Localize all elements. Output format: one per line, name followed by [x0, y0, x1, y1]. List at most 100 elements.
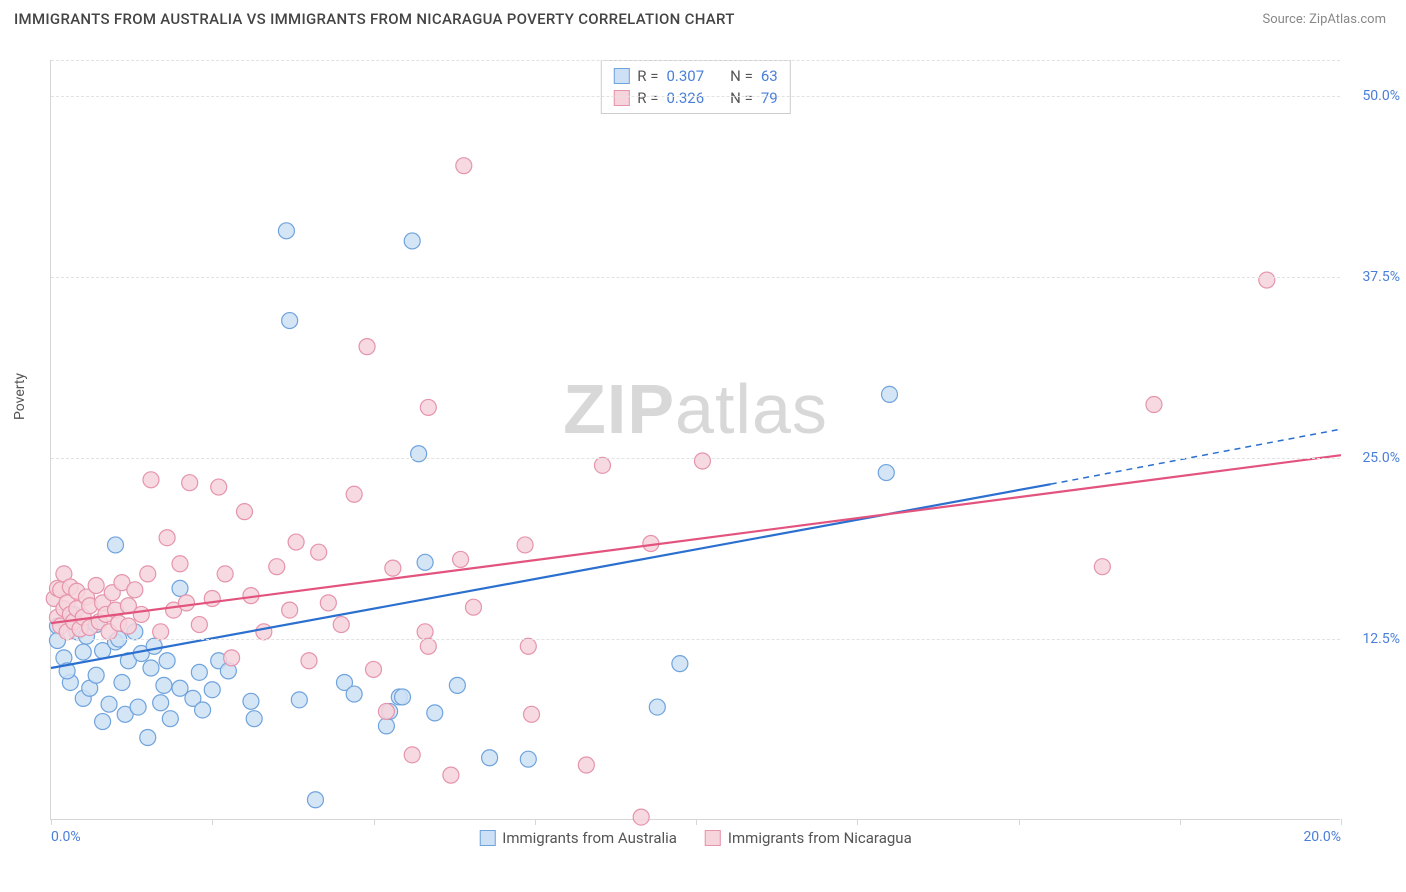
scatter-point: [359, 339, 375, 355]
scatter-point: [346, 686, 362, 702]
scatter-point: [156, 677, 172, 693]
bottom-legend: Immigrants from Australia Immigrants from…: [479, 829, 911, 847]
chart-title: IMMIGRANTS FROM AUSTRALIA VS IMMIGRANTS …: [14, 10, 735, 28]
scatter-point: [420, 399, 436, 415]
y-tick-label: 37.5%: [1362, 269, 1400, 285]
n-label: N =: [730, 67, 753, 85]
scatter-point: [482, 750, 498, 766]
scatter-point: [378, 703, 394, 719]
scatter-point: [453, 551, 469, 567]
scatter-point: [517, 537, 533, 553]
scatter-point: [204, 591, 220, 607]
scatter-point: [224, 650, 240, 666]
x-tick: [1341, 819, 1342, 825]
r-value: 0.307: [666, 67, 704, 85]
scatter-point: [153, 695, 169, 711]
scatter-point: [143, 660, 159, 676]
legend-swatch: [613, 90, 629, 106]
legend-swatch: [479, 830, 495, 846]
scatter-point: [88, 577, 104, 593]
gridline: [51, 96, 1340, 97]
scatter-point: [191, 617, 207, 633]
x-tick: [51, 819, 52, 825]
scatter-point: [172, 556, 188, 572]
scatter-point: [524, 706, 540, 722]
scatter-point: [140, 566, 156, 582]
scatter-point: [417, 624, 433, 640]
source-label: Source: ZipAtlas.com: [1262, 12, 1386, 27]
scatter-point: [420, 638, 436, 654]
scatter-point: [153, 624, 169, 640]
scatter-point: [878, 465, 894, 481]
scatter-point: [291, 692, 307, 708]
legend-item: Immigrants from Australia: [479, 829, 677, 847]
scatter-point: [178, 595, 194, 611]
trend-line-extension: [1051, 429, 1341, 484]
gridline: [51, 277, 1340, 278]
scatter-point: [114, 674, 130, 690]
scatter-point: [278, 223, 294, 239]
scatter-point: [146, 638, 162, 654]
n-value: 79: [761, 89, 778, 107]
scatter-point: [75, 644, 91, 660]
stats-legend-box: R = 0.307 N = 63 R = 0.326 N = 79: [600, 60, 790, 114]
r-label: R =: [637, 89, 658, 107]
x-tick: [857, 819, 858, 825]
scatter-point: [672, 656, 688, 672]
scatter-point: [649, 699, 665, 715]
legend-label: Immigrants from Australia: [502, 829, 677, 847]
scatter-point: [101, 696, 117, 712]
scatter-point: [404, 747, 420, 763]
x-tick: [1019, 819, 1020, 825]
scatter-point: [578, 757, 594, 773]
scatter-point: [366, 661, 382, 677]
n-label: N =: [730, 89, 753, 107]
x-tick: [1180, 819, 1181, 825]
legend-swatch: [705, 830, 721, 846]
n-value: 63: [761, 67, 778, 85]
scatter-point: [95, 714, 111, 730]
x-tick-label: 20.0%: [1303, 829, 1341, 845]
scatter-point: [1146, 397, 1162, 413]
scatter-point: [204, 682, 220, 698]
scatter-point: [694, 453, 710, 469]
scatter-point: [427, 705, 443, 721]
scatter-point: [143, 472, 159, 488]
scatter-point: [88, 667, 104, 683]
y-tick-label: 12.5%: [1362, 631, 1400, 647]
scatter-point: [162, 711, 178, 727]
scatter-point: [217, 566, 233, 582]
scatter-point: [307, 792, 323, 808]
scatter-point: [140, 729, 156, 745]
scatter-point: [465, 599, 481, 615]
scatter-point: [395, 689, 411, 705]
r-label: R =: [637, 67, 658, 85]
scatter-point: [882, 386, 898, 402]
scatter-point: [301, 653, 317, 669]
gridline: [51, 639, 1340, 640]
scatter-point: [120, 618, 136, 634]
trend-line: [51, 455, 1341, 623]
scatter-plot: [51, 60, 1340, 819]
r-value: 0.326: [666, 89, 704, 107]
x-tick: [535, 819, 536, 825]
scatter-point: [256, 624, 272, 640]
legend-label: Immigrants from Nicaragua: [728, 829, 912, 847]
scatter-point: [211, 479, 227, 495]
scatter-point: [1259, 272, 1275, 288]
scatter-point: [1094, 559, 1110, 575]
y-tick-label: 25.0%: [1362, 450, 1400, 466]
scatter-point: [333, 617, 349, 633]
gridline: [51, 458, 1340, 459]
scatter-point: [282, 602, 298, 618]
scatter-point: [594, 457, 610, 473]
scatter-point: [130, 699, 146, 715]
x-tick: [374, 819, 375, 825]
x-tick-label: 0.0%: [51, 829, 81, 845]
scatter-point: [159, 530, 175, 546]
stats-row: R = 0.326 N = 79: [613, 87, 777, 109]
scatter-point: [417, 554, 433, 570]
scatter-point: [311, 544, 327, 560]
x-tick: [696, 819, 697, 825]
scatter-point: [282, 313, 298, 329]
